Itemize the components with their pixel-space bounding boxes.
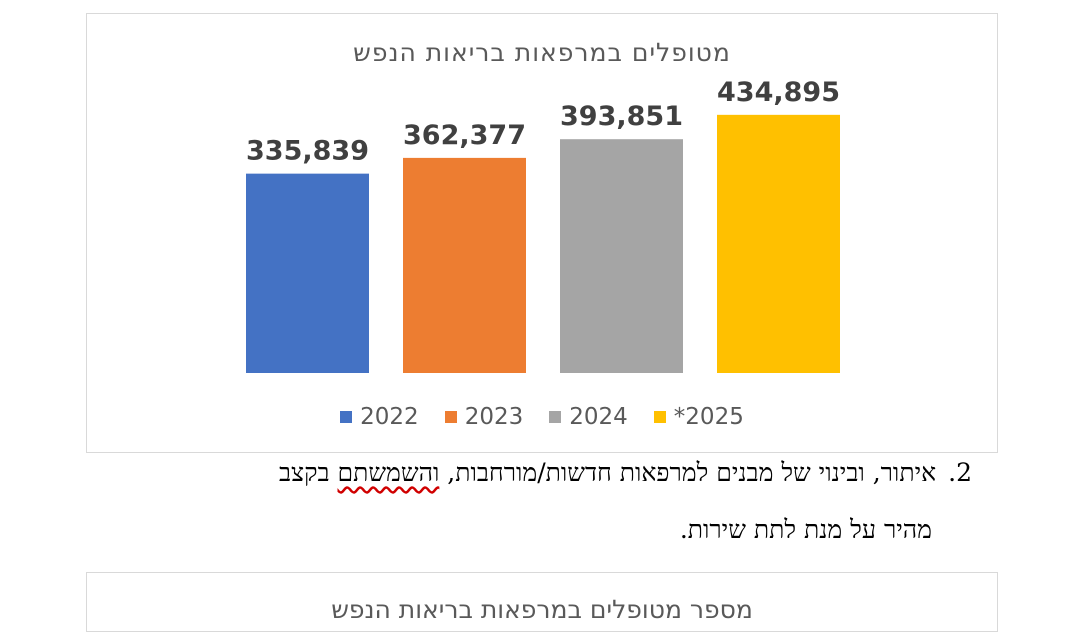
- second-chart-title: מספר מטופלים במרפאות בריאות הנפש: [331, 595, 753, 624]
- paragraph-text-a: איתור, ובינוי של מבנים למרפאות חדשות/מור…: [439, 458, 937, 487]
- legend-item-2024: 2024: [549, 404, 628, 430]
- paragraph-number: 2.: [948, 458, 972, 487]
- legend-item-2025: *2025: [653, 404, 744, 430]
- legend-swatch: [340, 411, 353, 423]
- data-label-2022: 335,839: [246, 136, 369, 167]
- chart-legend: 2022 2023 2024 *2025: [87, 404, 997, 430]
- legend-item-2022: 2022: [340, 404, 419, 430]
- legend-label: 2024: [569, 404, 628, 430]
- paragraph-line-1: 2. איתור, ובינוי של מבנים למרפאות חדשות/מ…: [279, 458, 972, 488]
- bar-2023: [403, 157, 526, 373]
- paragraph-text-b: בקצב: [278, 458, 338, 487]
- legend-swatch: [549, 411, 562, 423]
- legend-item-2023: 2023: [444, 404, 524, 430]
- data-label-2024: 393,851: [560, 101, 683, 132]
- bar-2025: [717, 114, 840, 373]
- chart-container: מטופלים במרפאות בריאות הנפש 335,839 362,3…: [86, 13, 998, 453]
- bar-2022: [246, 173, 369, 373]
- data-label-2025: 434,895: [717, 77, 840, 108]
- legend-label: 2022: [360, 404, 419, 430]
- legend-label: 2023: [464, 404, 524, 430]
- legend-swatch: [653, 411, 666, 423]
- spelling-flagged-word[interactable]: והשמשתם: [337, 458, 440, 487]
- bar-2024: [560, 139, 683, 373]
- chart-title: מטופלים במרפאות בריאות הנפש: [353, 38, 731, 67]
- legend-label: *2025: [673, 404, 744, 430]
- second-chart-container: מספר מטופלים במרפאות בריאות הנפש: [86, 572, 998, 632]
- chart-plot: 335,839 362,377 393,851 434,895: [246, 77, 840, 373]
- paragraph-line-2: מהיר על מנת לתת שירות.: [679, 515, 932, 544]
- legend-swatch: [444, 411, 457, 423]
- data-label-2023: 362,377: [403, 120, 526, 151]
